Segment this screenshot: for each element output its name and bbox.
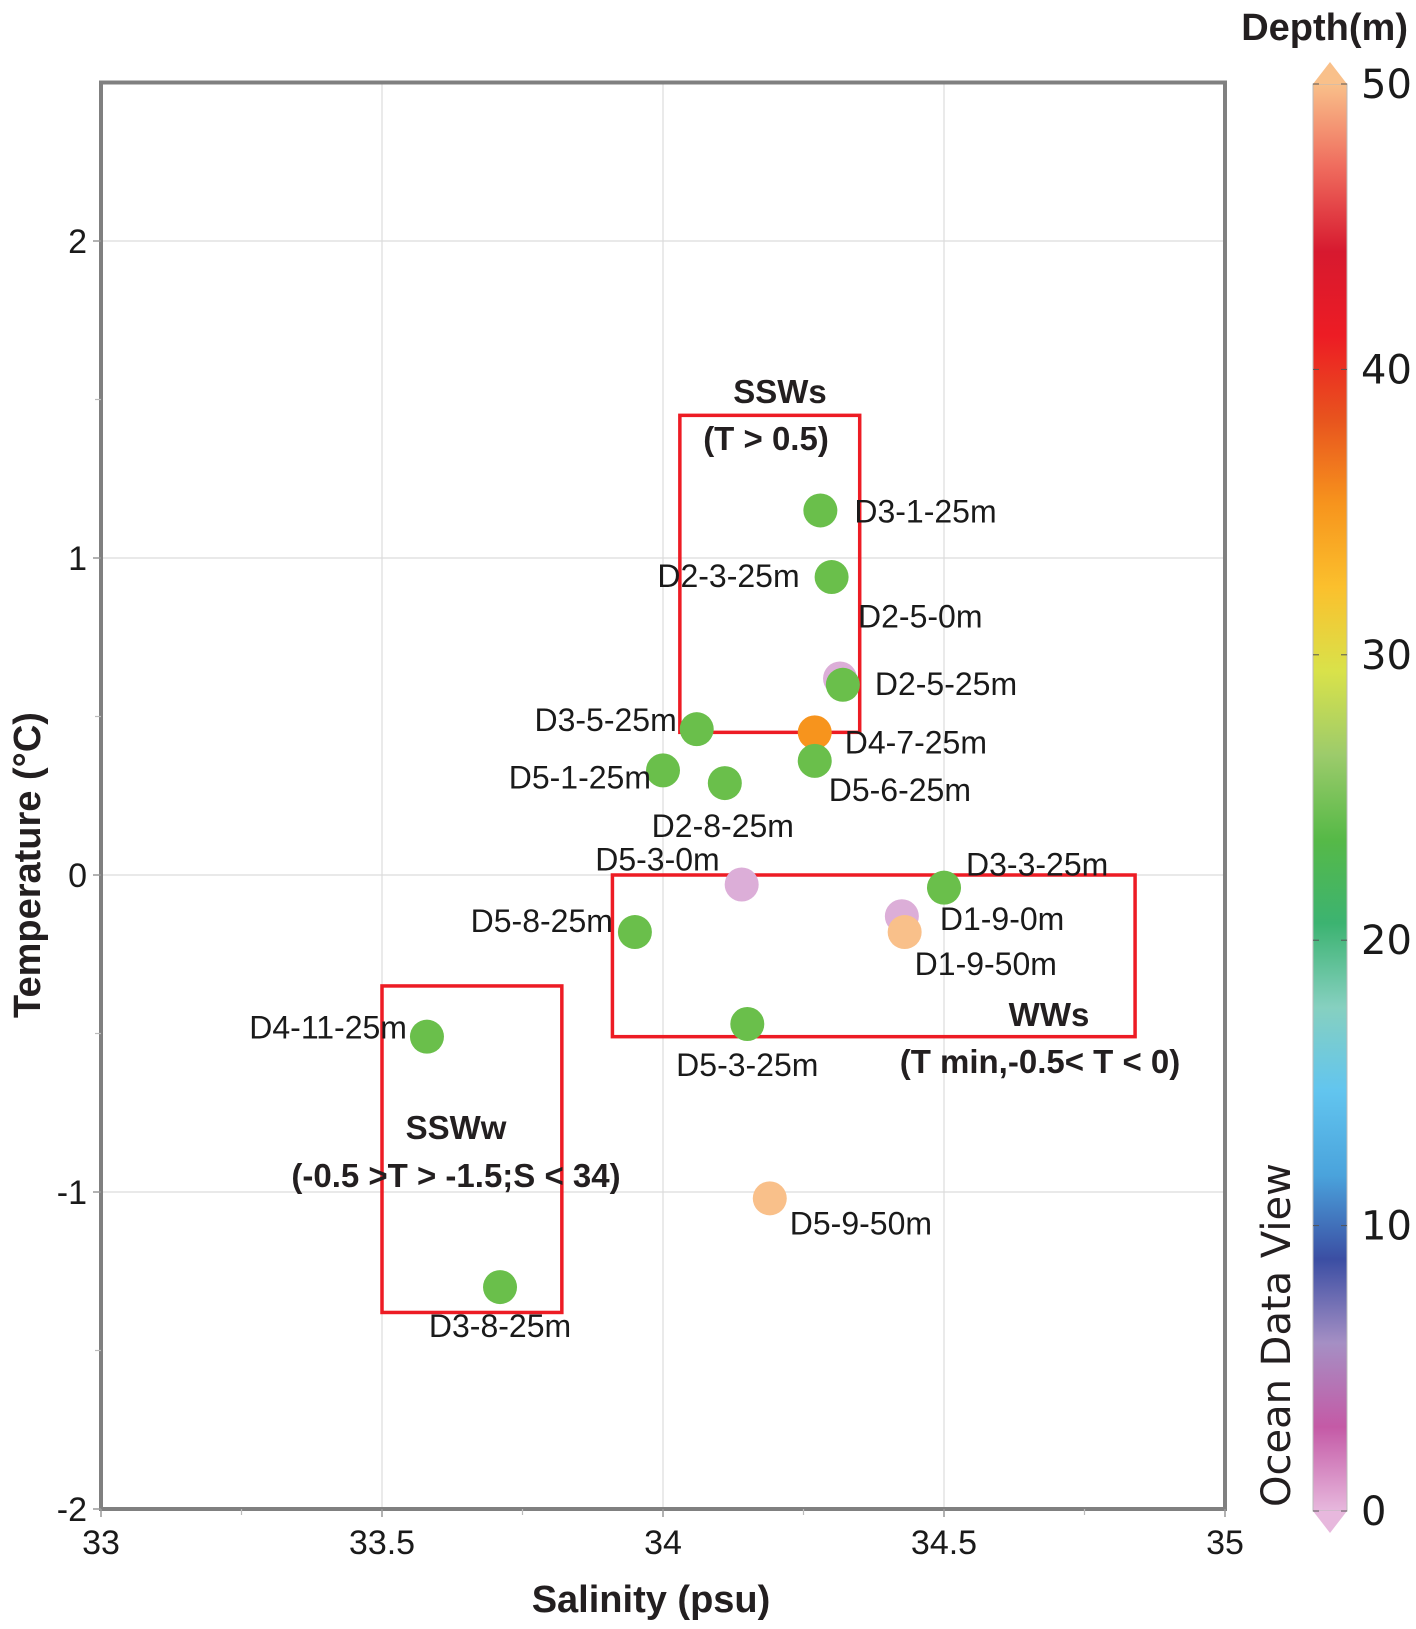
- colorbar-scale: [1312, 83, 1348, 1512]
- colorbar-tick-label: 0: [1361, 1489, 1386, 1535]
- data-point: [617, 915, 652, 950]
- colorbar-title: Depth(m): [1241, 7, 1408, 49]
- region-box-wws: [610, 873, 1137, 1039]
- data-point: [724, 867, 759, 902]
- data-point-label: D3-8-25m: [429, 1308, 571, 1344]
- colorbar-tick-label: 50: [1361, 62, 1412, 108]
- data-point-label: D3-1-25m: [854, 493, 996, 529]
- data-point-label: D2-8-25m: [652, 808, 794, 844]
- ocean-data-view-watermark: Ocean Data View: [1254, 1163, 1300, 1507]
- data-point: [707, 766, 742, 801]
- region-box-ssws: [678, 413, 862, 735]
- colorbar-tick-label: 30: [1361, 633, 1412, 679]
- colorbar-tick-label: 40: [1361, 347, 1412, 393]
- y-axis-ticks: -2 -1 0 1 2: [57, 223, 101, 1529]
- data-point: [887, 915, 922, 950]
- data-point-label: D2-3-25m: [657, 558, 799, 594]
- data-point-label: D5-9-50m: [790, 1205, 932, 1241]
- data-point-label: D2-5-25m: [875, 666, 1017, 702]
- colorbar-min-arrow: [1313, 1511, 1347, 1533]
- x-tick-label: 33.5: [349, 1524, 415, 1562]
- data-point: [483, 1270, 518, 1305]
- data-point-label: D1-9-0m: [940, 901, 1064, 937]
- data-point: [752, 1181, 787, 1216]
- depth-colorbar: 0 10 20 30 40 50: [1312, 62, 1412, 1535]
- data-points: [409, 493, 961, 1305]
- region-label-wws: WWs: [1009, 996, 1090, 1033]
- data-point: [679, 712, 714, 747]
- region-label-ssws: SSWs: [733, 373, 827, 410]
- x-axis-title: Salinity (psu): [532, 1579, 771, 1621]
- data-point-label: D4-7-25m: [845, 724, 987, 760]
- x-tick-label: 35: [1206, 1524, 1244, 1562]
- data-point-label: D3-5-25m: [534, 702, 676, 738]
- data-point-label: D5-6-25m: [829, 772, 971, 808]
- data-point-label: D4-11-25m: [249, 1010, 407, 1046]
- colorbar-tick-label: 20: [1361, 918, 1412, 964]
- region-label-ssww: SSWw: [406, 1109, 507, 1146]
- data-point: [409, 1019, 444, 1054]
- y-tick-label: 2: [68, 223, 87, 261]
- x-tick-label: 34: [644, 1524, 682, 1562]
- colorbar-max-arrow: [1313, 62, 1347, 84]
- data-point-label: D1-9-50m: [915, 946, 1057, 982]
- x-tick-label: 34.5: [911, 1524, 977, 1562]
- data-point: [825, 667, 860, 702]
- data-point-label: D2-5-0m: [858, 598, 982, 634]
- colorbar-tick-label: 10: [1361, 1204, 1412, 1250]
- y-tick-label: 0: [68, 857, 87, 895]
- data-point-label: D3-3-25m: [966, 847, 1108, 883]
- x-tick-label: 33: [82, 1524, 120, 1562]
- data-point: [797, 743, 832, 778]
- grid-lines: [100, 82, 1226, 1510]
- y-tick-label: -2: [57, 1491, 87, 1529]
- data-point-label: D5-3-25m: [676, 1047, 818, 1083]
- data-point: [646, 753, 680, 788]
- data-point: [803, 493, 838, 528]
- region-condition-ssws: (T > 0.5): [703, 420, 829, 457]
- region-condition-ssww: (-0.5 >T > -1.5;S < 34): [291, 1157, 620, 1194]
- point-labels: D3-1-25m D2-3-25m D2-5-0m D2-5-25m D3-5-25m D…: [249, 493, 1108, 1344]
- data-point: [814, 560, 849, 595]
- data-point: [797, 715, 832, 750]
- region-box-ssww: [380, 984, 564, 1315]
- water-mass-regions: SSWs (T > 0.5) WWs (T min,-0.5< T < 0) SSWw (…: [291, 373, 1181, 1315]
- y-axis-title: Temperature (°C): [7, 712, 49, 1018]
- data-point: [730, 1006, 765, 1041]
- data-point-label: D5-1-25m: [509, 759, 651, 795]
- y-tick-label: -1: [57, 1174, 87, 1212]
- region-condition-wws: (T min,-0.5< T < 0): [900, 1043, 1181, 1080]
- data-point-label: D5-8-25m: [471, 903, 613, 939]
- data-point-label: D5-3-0m: [595, 842, 719, 878]
- x-axis-ticks: 33 33.5 34 34.5 35: [82, 1509, 1244, 1562]
- y-tick-label: 1: [68, 540, 87, 578]
- data-point: [927, 870, 961, 905]
